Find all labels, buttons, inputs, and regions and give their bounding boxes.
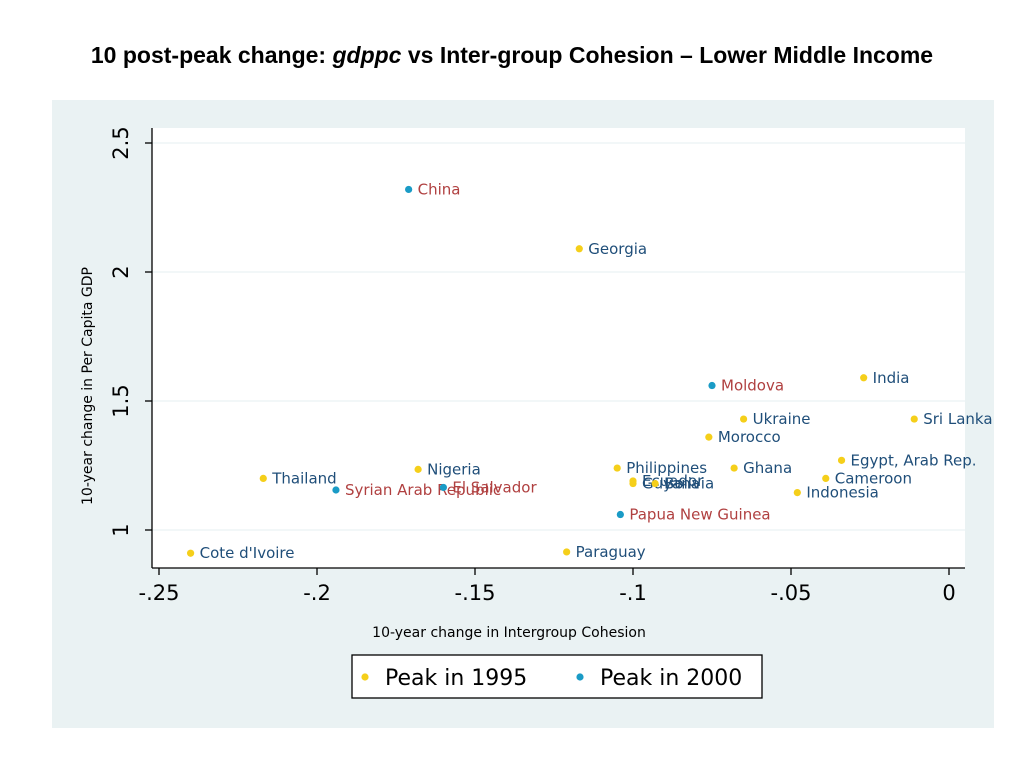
x-tick-label-2: -.15 [455,581,496,605]
point-label-el-salvador: El Salvador [452,478,537,496]
point-label-morocco: Morocco [718,428,781,446]
data-points: China Georgia Moldova India Ukraine Sri Lanka… [187,180,993,562]
point-india [860,374,868,382]
y-ticks: 1 1.5 2 2.5 [109,126,152,537]
point-china [405,185,413,194]
x-axis-title: 10-year change in Intergroup Cohesion [372,625,646,641]
point-label-sri-lanka: Sri Lanka [923,410,992,428]
point-thailand [259,474,267,482]
x-tick-label-4: -.05 [771,581,812,605]
title-suffix: vs Inter-group Cohesion – Lower Middle I… [401,42,934,68]
point-georgia [575,245,583,253]
plot-area [152,128,965,568]
point-paraguay [563,548,571,556]
point-label-india: India [873,369,910,387]
y-tick-label-0: 1 [109,523,133,536]
point-label-indonesia: Indonesia [806,484,879,502]
y-tick-label-3: 2.5 [109,126,133,159]
point-syrian-arab-republic [332,486,340,494]
point-el-salvador [439,483,447,492]
point-label-cote-d-ivoire: Cote d'Ivoire [200,544,295,562]
chart-panel: -.25 -.2 -.15 -.1 -.05 0 1 1.5 2 2.5 10-year cha… [52,100,994,728]
point-label-egypt-arab-rep: Egypt, Arab Rep. [851,451,977,469]
x-tick-label-0: -.25 [139,581,180,605]
y-tick-label-1: 1.5 [109,384,133,417]
point-label-philippines: Philippines [626,459,707,477]
point-label-bolivia: Bolivia [664,475,714,493]
x-ticks: -.25 -.2 -.15 -.1 -.05 0 [139,568,956,605]
point-label-georgia: Georgia [588,240,647,258]
scatter-chart: -.25 -.2 -.15 -.1 -.05 0 1 1.5 2 2.5 10-year cha… [80,126,993,699]
slide-title: 10 post-peak change: gdppc vs Inter-grou… [0,42,1024,69]
point-indonesia [793,488,801,497]
x-tick-label-3: -.1 [619,581,647,605]
legend-marker-1995 [361,673,369,681]
point-label-guyana: Guyana [642,475,700,493]
point-sri-lanka [910,415,918,423]
axes [151,128,965,569]
point-egypt-arab-rep [837,456,846,464]
point-ghana [730,464,738,472]
point-bolivia [651,479,659,488]
legend-marker-2000 [576,673,584,681]
point-cote-d-ivoire [187,549,195,557]
y-tick-label-2: 2 [109,265,133,278]
point-morocco [705,433,713,441]
gridlines [152,142,965,531]
point-label-paraguay: Paraguay [576,543,646,561]
legend-label-2000: Peak in 2000 [600,666,742,691]
point-label-ghana: Ghana [743,459,792,477]
point-papua-new-guinea [616,510,624,519]
point-label-moldova: Moldova [721,377,784,395]
point-label-cameroon: Cameroon [835,469,912,487]
x-tick-label-5: 0 [942,581,955,605]
point-label-papua-new-guinea: Papua New Guinea [629,506,770,524]
point-label-china: China [418,180,461,198]
point-label-syrian-arab-republic: Syrian Arab Republic [345,481,501,499]
point-guyana [629,479,637,488]
legend-box [351,654,763,699]
y-axis-title: 10-year change in Per Capita GDP [80,267,96,505]
point-label-nigeria: Nigeria [427,460,481,478]
legend: Peak in 1995 Peak in 2000 [351,654,763,699]
point-ukraine [740,415,748,423]
title-prefix: 10 post-peak change: [90,42,333,68]
title-italic: gdppc [332,42,402,68]
point-philippines [613,464,621,472]
point-moldova [708,381,716,390]
point-nigeria [414,465,422,473]
point-label-ukraine: Ukraine [753,410,811,428]
point-cameroon [822,474,830,482]
point-label-thailand: Thailand [271,469,336,487]
x-tick-label-1: -.2 [303,581,331,605]
legend-label-1995: Peak in 1995 [385,666,527,691]
